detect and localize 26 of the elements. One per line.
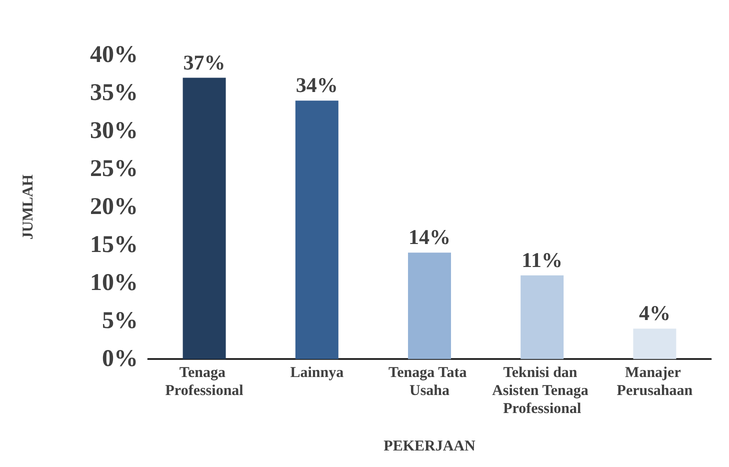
- y-tick-label: 20%: [90, 194, 138, 220]
- y-tick-label: 40%: [90, 42, 138, 68]
- bar: [633, 328, 676, 359]
- x-tick-label: Teknisi dan Asisten Tenaga Professional: [492, 365, 592, 417]
- x-tick-label: Tenaga Tata Usaha: [388, 365, 470, 399]
- bar: [408, 252, 451, 359]
- y-tick-label: 5%: [102, 308, 138, 334]
- bar: [182, 78, 226, 359]
- bar: [295, 100, 338, 359]
- y-tick-label: 10%: [90, 270, 138, 296]
- data-label: 34%: [296, 73, 338, 98]
- x-axis-title: PEKERJAAN: [384, 438, 476, 454]
- data-label: 37%: [183, 50, 226, 74]
- bar: [520, 275, 564, 359]
- data-label: 14%: [408, 225, 450, 250]
- y-tick-label: 30%: [90, 118, 138, 144]
- data-label: 4%: [638, 301, 670, 326]
- data-label: 11%: [522, 248, 563, 272]
- y-tick-label: 15%: [90, 232, 138, 258]
- y-tick-label: 35%: [90, 80, 138, 106]
- x-tick-label: Tenaga Professional: [165, 365, 244, 399]
- y-axis-title: JUMLAH: [20, 174, 36, 240]
- y-tick-label: 25%: [90, 156, 138, 182]
- y-tick-label: 0%: [102, 346, 138, 372]
- x-tick-label: Manajer Perusahaan: [616, 365, 694, 399]
- x-tick-label: Lainnya: [290, 365, 344, 381]
